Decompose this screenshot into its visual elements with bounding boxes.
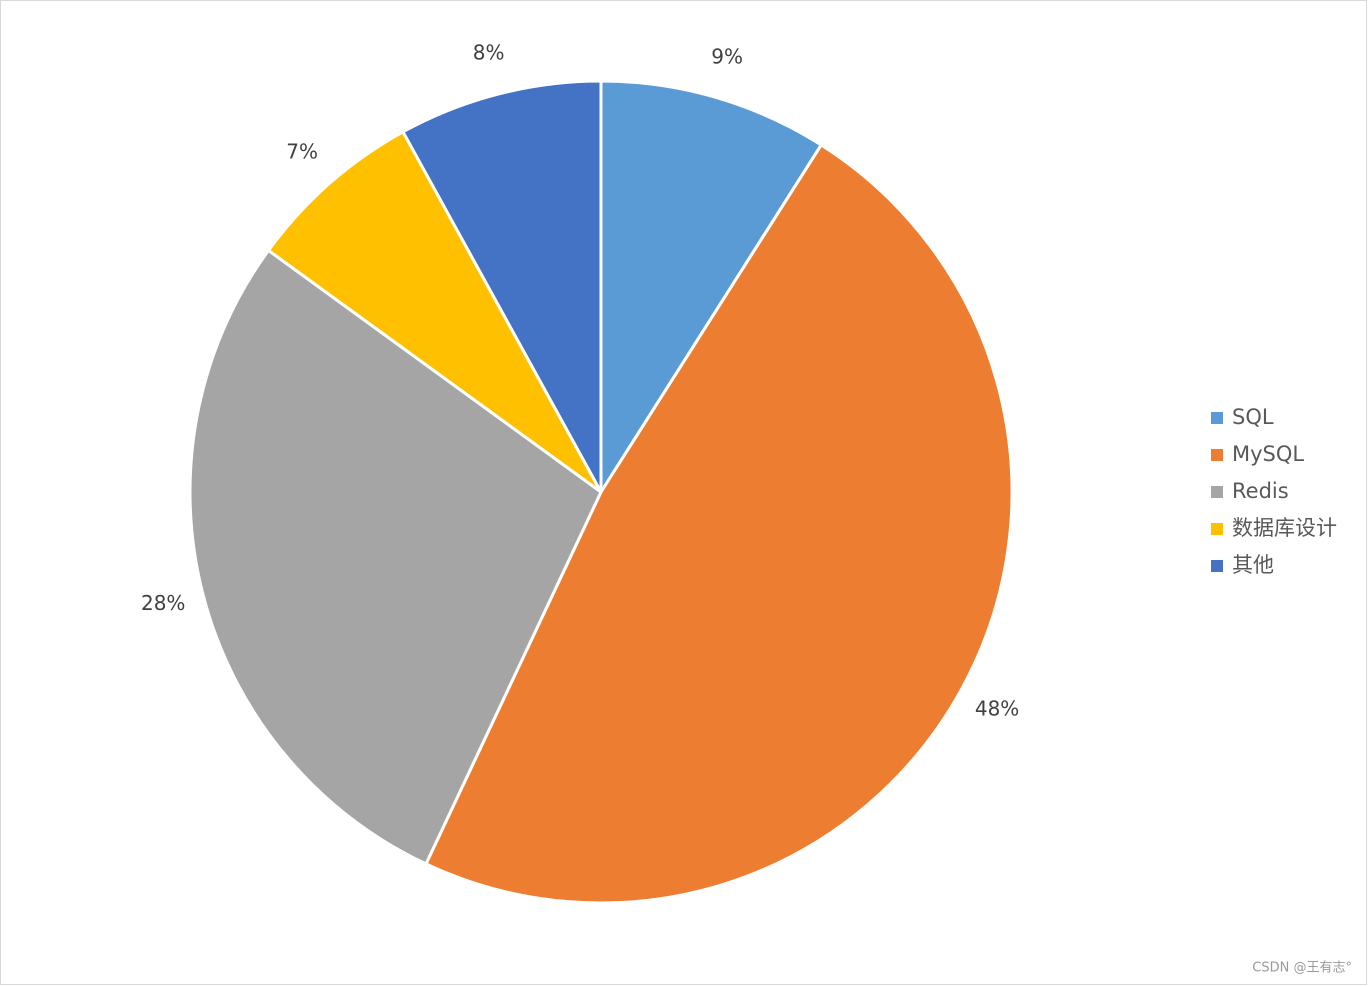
legend-label: SQL xyxy=(1232,405,1274,429)
data-label: 9% xyxy=(711,44,743,68)
legend-swatch xyxy=(1211,523,1223,535)
pie-slice xyxy=(424,142,1014,905)
legend-label: 数据库设计 xyxy=(1232,516,1337,540)
data-label: 7% xyxy=(286,139,318,163)
watermark: CSDN @王有志° xyxy=(1252,961,1352,976)
data-label: 48% xyxy=(975,696,1019,720)
pie-slice xyxy=(188,248,603,866)
legend-swatch xyxy=(1211,412,1223,424)
data-label: 28% xyxy=(141,591,185,615)
legend-swatch xyxy=(1211,486,1223,498)
pie-slice xyxy=(266,129,603,494)
pie-slice xyxy=(599,79,824,498)
data-label: 8% xyxy=(473,41,505,65)
legend-swatch xyxy=(1211,560,1223,572)
legend-label: Redis xyxy=(1232,479,1289,503)
legend-label: 其他 xyxy=(1232,553,1274,577)
legend-swatch xyxy=(1211,449,1223,461)
legend-label: MySQL xyxy=(1232,442,1304,466)
pie-slice xyxy=(400,79,603,493)
